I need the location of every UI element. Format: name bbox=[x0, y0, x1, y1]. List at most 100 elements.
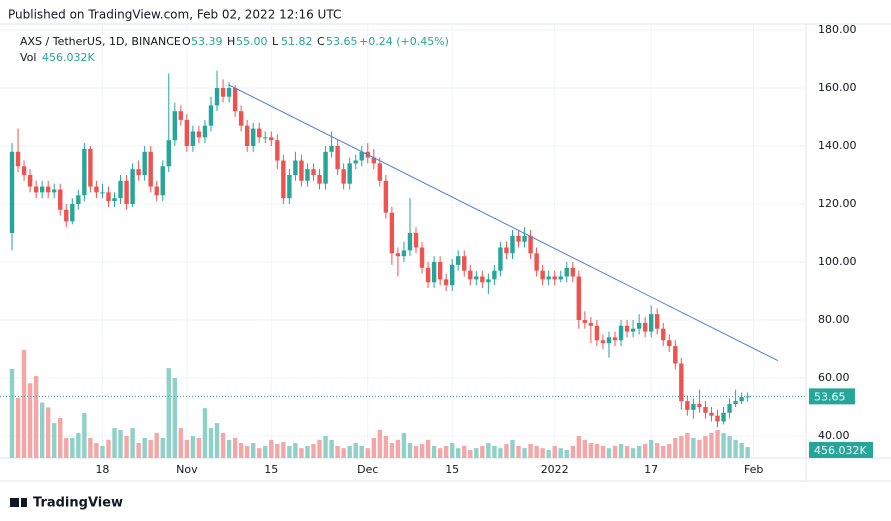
candle-body bbox=[733, 401, 738, 405]
volume-bar bbox=[492, 445, 497, 458]
volume-bar bbox=[184, 439, 190, 458]
volume-bar bbox=[347, 445, 352, 458]
candle-body bbox=[437, 261, 443, 280]
x-tick-label: Dec bbox=[357, 463, 378, 476]
volume-bar bbox=[112, 428, 117, 458]
y-tick-label: 140.00 bbox=[818, 139, 857, 152]
brand-icon bbox=[21, 498, 27, 507]
candle-body bbox=[739, 397, 744, 402]
volume-bar bbox=[293, 443, 298, 458]
candle-body bbox=[395, 253, 401, 257]
volume-bar bbox=[76, 432, 81, 458]
candle-body bbox=[642, 322, 648, 332]
volume-bar bbox=[486, 443, 491, 458]
x-tick-label: 15 bbox=[445, 463, 459, 476]
volume-bar bbox=[377, 430, 383, 458]
volume-bar bbox=[727, 436, 732, 458]
candle-body bbox=[661, 328, 666, 341]
volume-bar bbox=[419, 444, 425, 458]
candle-body bbox=[443, 279, 449, 286]
volume-bar bbox=[64, 437, 69, 458]
volume-bar bbox=[359, 445, 364, 458]
candle-body bbox=[263, 137, 268, 139]
volume-bar bbox=[27, 383, 33, 458]
ohlc-key: O bbox=[182, 35, 191, 48]
volume-bar bbox=[353, 443, 358, 458]
candle-body bbox=[106, 192, 111, 202]
volume-bar bbox=[178, 428, 184, 458]
volume-bar bbox=[124, 436, 129, 458]
ohlc-key: L bbox=[272, 35, 279, 48]
candle-body bbox=[474, 276, 479, 280]
candle-body bbox=[413, 232, 419, 248]
candle-body bbox=[275, 140, 280, 161]
volume-bar bbox=[45, 407, 51, 458]
candle-body bbox=[594, 325, 600, 341]
volume-bar bbox=[88, 437, 93, 458]
candle-body bbox=[648, 314, 654, 332]
candle-body bbox=[679, 363, 684, 402]
candle-body bbox=[624, 325, 630, 332]
volume-bar bbox=[226, 439, 232, 458]
volume-bar bbox=[528, 444, 533, 458]
volume-bar bbox=[667, 444, 672, 458]
y-tick-label: 80.00 bbox=[818, 313, 850, 326]
volume-bar bbox=[33, 376, 39, 458]
candle-body bbox=[190, 131, 196, 146]
volume-bar bbox=[130, 428, 135, 458]
volume-bar bbox=[136, 443, 141, 458]
candle-body bbox=[45, 186, 51, 193]
volume-bar bbox=[100, 445, 105, 458]
candle-body bbox=[226, 87, 232, 97]
candle-body bbox=[582, 319, 588, 323]
volume-bar bbox=[546, 450, 551, 458]
candle-body bbox=[154, 186, 159, 196]
candle-body bbox=[64, 209, 69, 222]
candle-body bbox=[52, 189, 57, 193]
y-tick-label: 180.00 bbox=[818, 23, 857, 36]
brand-name: TradingView bbox=[33, 496, 123, 511]
volume-bar bbox=[106, 439, 111, 458]
candle-body bbox=[715, 415, 720, 422]
candle-body bbox=[244, 125, 250, 146]
volume-bar bbox=[244, 445, 250, 458]
volume-bar bbox=[413, 445, 419, 458]
volume-bar bbox=[299, 448, 304, 458]
volume-bar bbox=[389, 443, 395, 458]
volume-bar bbox=[401, 432, 407, 458]
candle-body bbox=[202, 125, 208, 138]
candle-body bbox=[498, 247, 503, 271]
candle-body bbox=[269, 137, 274, 141]
volume-value: 456.032K bbox=[42, 51, 95, 64]
candle-body bbox=[27, 174, 33, 187]
candle-body bbox=[510, 235, 515, 254]
volume-bar bbox=[606, 448, 612, 458]
candle-body bbox=[323, 151, 328, 184]
candle-body bbox=[112, 198, 117, 202]
candle-body bbox=[456, 256, 461, 265]
candle-body bbox=[606, 337, 612, 344]
volume-bar bbox=[287, 445, 292, 458]
candle-body bbox=[504, 247, 509, 254]
volume-bar bbox=[703, 436, 708, 458]
candle-body bbox=[540, 270, 545, 280]
candle-body bbox=[15, 151, 21, 167]
volume-bar bbox=[148, 439, 153, 458]
volume-bar bbox=[510, 439, 515, 458]
volume-bar bbox=[172, 377, 178, 458]
candle-body bbox=[100, 192, 105, 194]
volume-bar bbox=[275, 444, 280, 458]
volume-bar bbox=[58, 417, 63, 458]
candle-body bbox=[570, 267, 575, 277]
candle-body bbox=[600, 340, 606, 344]
candle-body bbox=[703, 406, 708, 413]
candle-body bbox=[558, 276, 563, 280]
volume-bar bbox=[636, 445, 642, 458]
candle-body bbox=[516, 235, 521, 242]
candle-body bbox=[305, 169, 310, 181]
candle-body bbox=[564, 267, 569, 277]
ohlc-key: C bbox=[317, 35, 325, 48]
candle-body bbox=[94, 186, 99, 193]
candle-body bbox=[214, 87, 220, 106]
